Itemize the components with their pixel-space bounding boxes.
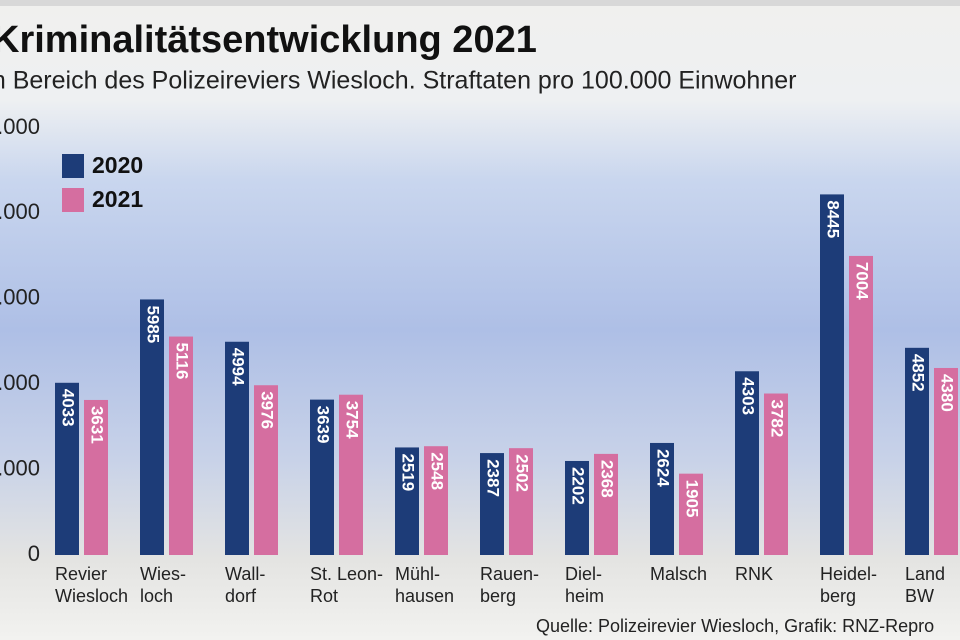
value-label: 4994 [229,348,248,386]
bar [339,394,363,555]
y-tick-label: 10.000 [0,114,40,139]
bar [480,453,504,555]
x-tick-label: St. Leon- Rot [310,564,384,606]
bar [594,453,618,555]
bar [424,446,448,555]
bar [225,341,249,555]
bar [905,347,929,555]
bar [735,371,759,555]
x-tick-label: Rauen- berg [480,564,540,606]
top-strip [0,0,960,6]
value-label: 2548 [428,452,447,490]
x-tick-label: Mühl- hausen [395,564,455,606]
bar [849,255,873,555]
value-label: 7004 [853,262,872,300]
bar [764,393,788,555]
bar [395,447,419,555]
bar [84,399,108,555]
bar [565,460,589,555]
x-tick-label: Diel- heim [565,564,605,606]
y-tick-label: 6.000 [0,285,40,310]
value-label: 2202 [569,467,588,505]
x-tick-label: Wies- loch [140,564,186,606]
legend-label: 2021 [92,186,143,212]
bar [679,473,703,555]
x-tick-label: RNK [735,564,774,584]
legend-swatch [62,188,84,212]
bar [310,399,334,555]
x-tick-label: Malsch [650,564,708,584]
bar [140,299,164,555]
x-tick-label: Wall- dorf [225,564,266,606]
value-label: 5985 [144,305,163,343]
value-label: 2368 [598,460,617,498]
y-tick-label: 0 [28,541,40,566]
value-label: 2387 [484,459,503,497]
value-label: 1905 [683,480,702,518]
legend-label: 2020 [92,152,143,178]
value-label: 5116 [173,343,192,380]
value-label: 4303 [739,377,758,415]
chart-title: Kriminalitätsentwicklung 2021 [0,19,537,61]
bar [509,448,533,555]
bar [650,442,674,555]
y-tick-label: 8.000 [0,199,40,224]
value-label: 3631 [88,406,107,444]
value-label: 2502 [513,454,532,492]
value-label: 3639 [314,406,333,444]
x-tick-label: Land BW [905,564,946,606]
legend-swatch [62,154,84,178]
source: Quelle: Polizeirevier Wiesloch, Grafik: … [536,616,934,636]
value-label: 2624 [654,449,673,487]
value-label: 4852 [909,354,928,392]
x-tick-label: Heidel- berg [820,564,878,606]
value-label: 2519 [399,453,418,491]
value-label: 4033 [59,389,78,427]
y-tick-label: 2.000 [0,455,40,480]
bar [169,336,193,555]
value-label: 3976 [258,391,277,429]
value-label: 3754 [343,401,362,439]
bar [254,385,278,555]
bar [934,367,958,555]
x-tick-label: Revier Wiesloch [55,564,129,606]
value-label: 3782 [768,400,787,438]
value-label: 8445 [824,200,843,238]
value-label: 4380 [938,374,957,412]
y-tick-label: 4.000 [0,370,40,395]
chart-subtitle: Im Bereich des Polizeireviers Wiesloch. … [0,67,796,95]
bar [55,382,79,555]
bar [820,194,844,555]
